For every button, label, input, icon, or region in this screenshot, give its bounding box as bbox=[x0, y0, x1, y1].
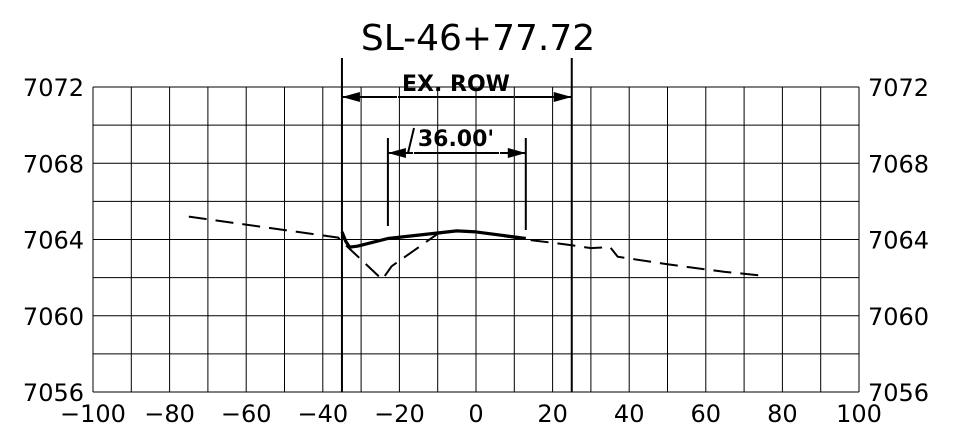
y-tick-label-left: 7068 bbox=[23, 150, 84, 178]
y-tick-label-right: 7056 bbox=[868, 379, 929, 407]
x-tick-label: −100 bbox=[60, 400, 126, 428]
x-tick-label: 80 bbox=[767, 400, 798, 428]
x-tick-label: 20 bbox=[537, 400, 568, 428]
y-tick-label-left: 7060 bbox=[23, 303, 84, 331]
width-dimension-arrow bbox=[387, 148, 406, 158]
width-label-leader bbox=[407, 127, 415, 154]
width-dimension-label: 36.00' bbox=[418, 127, 494, 152]
y-tick-label-left: 7064 bbox=[23, 227, 84, 255]
x-tick-label: 60 bbox=[691, 400, 722, 428]
existing-ground-line bbox=[188, 215, 764, 282]
section-title: SL-46+77.72 bbox=[361, 18, 595, 59]
row-dimension-arrow bbox=[553, 92, 572, 102]
x-tick-label: −80 bbox=[144, 400, 195, 428]
width-dimension-arrow bbox=[507, 148, 526, 158]
y-tick-label-right: 7060 bbox=[868, 303, 929, 331]
x-tick-label: 0 bbox=[468, 400, 483, 428]
x-tick-label: −40 bbox=[297, 400, 348, 428]
grid bbox=[92, 86, 860, 393]
x-tick-label: −20 bbox=[374, 400, 425, 428]
dimension-annotations: EX. ROW 36.00' bbox=[341, 72, 572, 158]
row-dimension-arrow bbox=[341, 92, 360, 102]
y-tick-label-left: 7056 bbox=[23, 379, 84, 407]
y-tick-label-left: 7072 bbox=[23, 74, 84, 102]
y-tick-label-right: 7064 bbox=[868, 227, 929, 255]
axis-tick-labels: −100 −80 −60 −40 −20 0 20 40 60 80 100 7072 7072 7068… bbox=[23, 74, 929, 428]
row-dimension-label: EX. ROW bbox=[402, 72, 510, 97]
y-tick-label-right: 7072 bbox=[868, 74, 929, 102]
proposed-section-line bbox=[340, 229, 527, 249]
x-tick-label: 100 bbox=[836, 400, 882, 428]
x-tick-label: −60 bbox=[221, 400, 272, 428]
x-tick-label: 40 bbox=[614, 400, 645, 428]
y-tick-label-right: 7068 bbox=[868, 150, 929, 178]
